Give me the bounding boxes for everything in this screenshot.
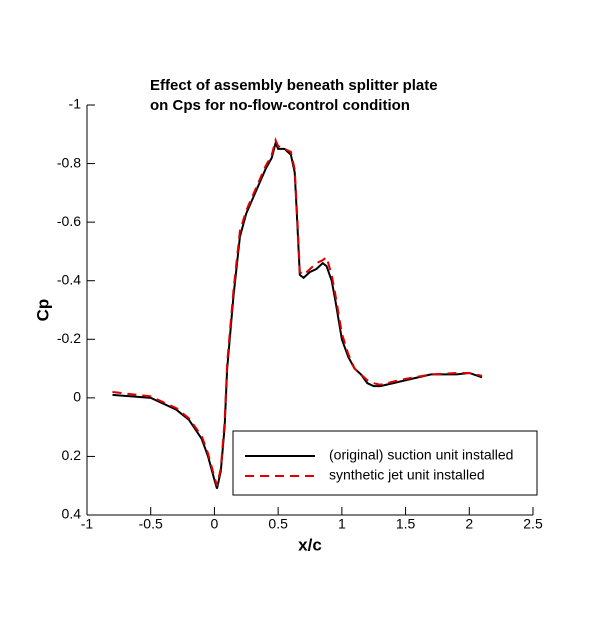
x-tick-label: 0.5 bbox=[268, 516, 288, 532]
y-axis-label: Cp bbox=[33, 299, 52, 322]
y-tick-label: 0.4 bbox=[62, 506, 82, 522]
x-tick-label: -1 bbox=[81, 516, 94, 532]
x-axis-label: x/c bbox=[298, 535, 322, 554]
chart-title: Effect of assembly beneath splitter plat… bbox=[150, 77, 438, 94]
y-tick-label: -0.8 bbox=[57, 154, 81, 170]
legend-label: (original) suction unit installed bbox=[329, 447, 513, 463]
legend-label: synthetic jet unit installed bbox=[329, 467, 485, 483]
y-tick-label: -0.6 bbox=[57, 213, 81, 229]
x-tick-label: 2.5 bbox=[523, 516, 543, 532]
legend-box bbox=[232, 430, 538, 496]
x-tick-label: 2 bbox=[465, 516, 473, 532]
y-tick-label: 0.2 bbox=[62, 447, 82, 463]
y-tick-label: -1 bbox=[69, 96, 82, 112]
x-tick-label: 1.5 bbox=[396, 516, 416, 532]
x-tick-label: 0 bbox=[211, 516, 219, 532]
y-tick-label: -0.4 bbox=[57, 271, 81, 287]
data-line bbox=[112, 137, 483, 486]
y-tick-label: 0 bbox=[73, 389, 81, 405]
data-line bbox=[112, 140, 483, 489]
x-tick-label: -0.5 bbox=[139, 516, 163, 532]
y-tick-label: -0.2 bbox=[57, 330, 81, 346]
x-tick-label: 1 bbox=[338, 516, 346, 532]
chart-title: on Cps for no-flow-control condition bbox=[150, 97, 410, 114]
